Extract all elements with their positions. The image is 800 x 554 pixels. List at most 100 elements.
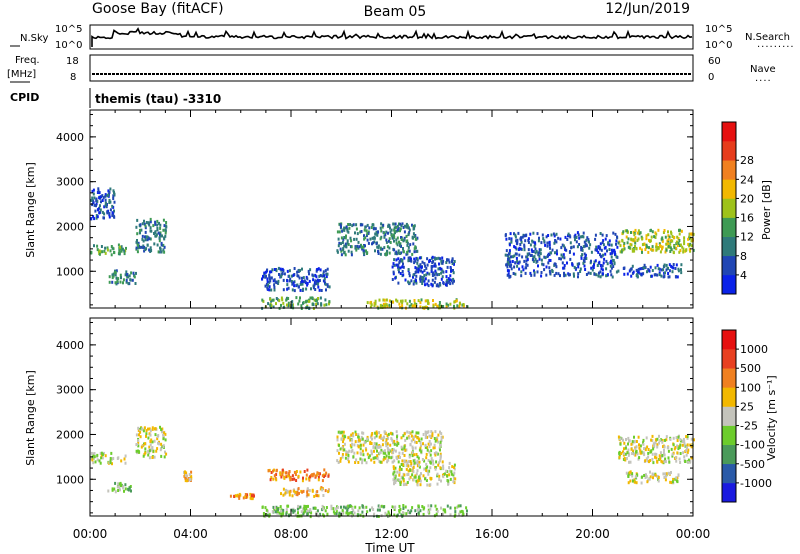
data-cell xyxy=(441,275,444,279)
data-cell xyxy=(314,474,317,478)
data-cell xyxy=(647,233,650,237)
power-ylabel: Slant Range [km] xyxy=(24,162,37,258)
data-cell xyxy=(404,505,407,509)
data-cell xyxy=(439,267,442,271)
data-cell xyxy=(415,453,418,456)
data-cell xyxy=(662,231,665,234)
data-cell xyxy=(446,474,449,478)
data-cell xyxy=(414,509,417,513)
data-cell xyxy=(321,488,324,492)
data-cell xyxy=(594,259,597,263)
data-cell xyxy=(359,451,362,455)
freq-tick-bottom: 8 xyxy=(70,72,76,83)
data-cell xyxy=(292,510,295,513)
nave-label: Nave xyxy=(750,64,776,75)
data-cell xyxy=(400,447,403,451)
data-cell xyxy=(420,472,422,476)
data-cell xyxy=(670,264,673,268)
data-cell xyxy=(319,512,322,516)
data-cell xyxy=(661,245,664,249)
data-cell xyxy=(627,436,630,440)
data-cell xyxy=(665,438,668,442)
data-cell xyxy=(354,505,357,509)
data-cell xyxy=(454,300,457,303)
data-cell xyxy=(631,474,634,478)
data-cell xyxy=(439,430,441,434)
data-cell xyxy=(370,226,373,229)
data-cell xyxy=(572,272,575,276)
data-cell xyxy=(341,229,344,233)
data-cell xyxy=(117,489,120,492)
data-cell xyxy=(642,266,645,270)
data-cell xyxy=(617,269,620,273)
data-cell xyxy=(562,244,565,248)
data-cell xyxy=(644,476,647,479)
data-cell xyxy=(340,253,343,257)
data-cell xyxy=(146,235,149,239)
data-cell xyxy=(435,451,438,455)
data-cell xyxy=(92,201,95,205)
data-cell xyxy=(543,268,546,272)
colorbar-swatch xyxy=(722,368,736,388)
data-cell xyxy=(629,242,632,246)
data-cell xyxy=(398,451,401,455)
data-cell xyxy=(272,305,275,309)
data-cell xyxy=(131,278,134,282)
data-cell xyxy=(144,442,147,446)
data-cell xyxy=(680,268,682,272)
data-cell xyxy=(372,508,375,511)
data-cell xyxy=(275,507,278,511)
data-cell xyxy=(410,279,413,283)
data-cell xyxy=(267,469,270,473)
data-cell xyxy=(397,460,400,464)
data-cell xyxy=(289,475,292,479)
data-cell xyxy=(282,487,285,491)
data-cell xyxy=(431,274,434,277)
data-cell xyxy=(113,487,116,491)
data-cell xyxy=(505,263,508,267)
data-cell xyxy=(401,258,404,262)
data-cell xyxy=(641,237,644,241)
data-cell xyxy=(406,481,409,484)
data-cell xyxy=(427,510,430,514)
data-cell xyxy=(583,257,586,260)
data-cell xyxy=(124,273,127,277)
data-cell xyxy=(383,231,386,235)
data-cell xyxy=(383,246,386,250)
data-cell xyxy=(379,305,382,309)
data-cell xyxy=(353,451,356,455)
data-cell xyxy=(372,236,375,240)
data-cell xyxy=(372,445,375,449)
data-cell xyxy=(98,211,101,215)
data-cell xyxy=(436,283,439,287)
data-cell xyxy=(280,492,282,496)
data-cell xyxy=(547,261,550,265)
data-cell xyxy=(328,300,331,304)
data-cell xyxy=(610,273,613,277)
data-cell xyxy=(591,268,594,272)
data-cell xyxy=(119,273,122,277)
data-cell xyxy=(95,197,98,201)
data-cell xyxy=(317,478,320,482)
data-cell xyxy=(303,510,306,514)
data-cell xyxy=(132,271,135,275)
data-cell xyxy=(399,227,402,231)
data-cell xyxy=(340,249,343,253)
data-cell xyxy=(150,438,153,442)
data-cell xyxy=(374,302,377,306)
data-cell xyxy=(95,202,98,206)
data-cell xyxy=(400,251,403,255)
data-cell xyxy=(420,266,423,270)
data-cell xyxy=(415,479,418,483)
data-cell xyxy=(317,267,320,271)
data-cell xyxy=(509,264,512,268)
velocity-cbar-label: Velocity [m s⁻¹] xyxy=(765,375,778,460)
data-cell xyxy=(418,448,421,452)
data-cell xyxy=(337,430,340,434)
data-cell xyxy=(109,461,112,465)
data-cell xyxy=(277,507,280,511)
data-cell xyxy=(639,246,642,250)
data-cell xyxy=(658,441,660,445)
data-cell xyxy=(419,275,422,279)
data-cell xyxy=(676,275,679,279)
